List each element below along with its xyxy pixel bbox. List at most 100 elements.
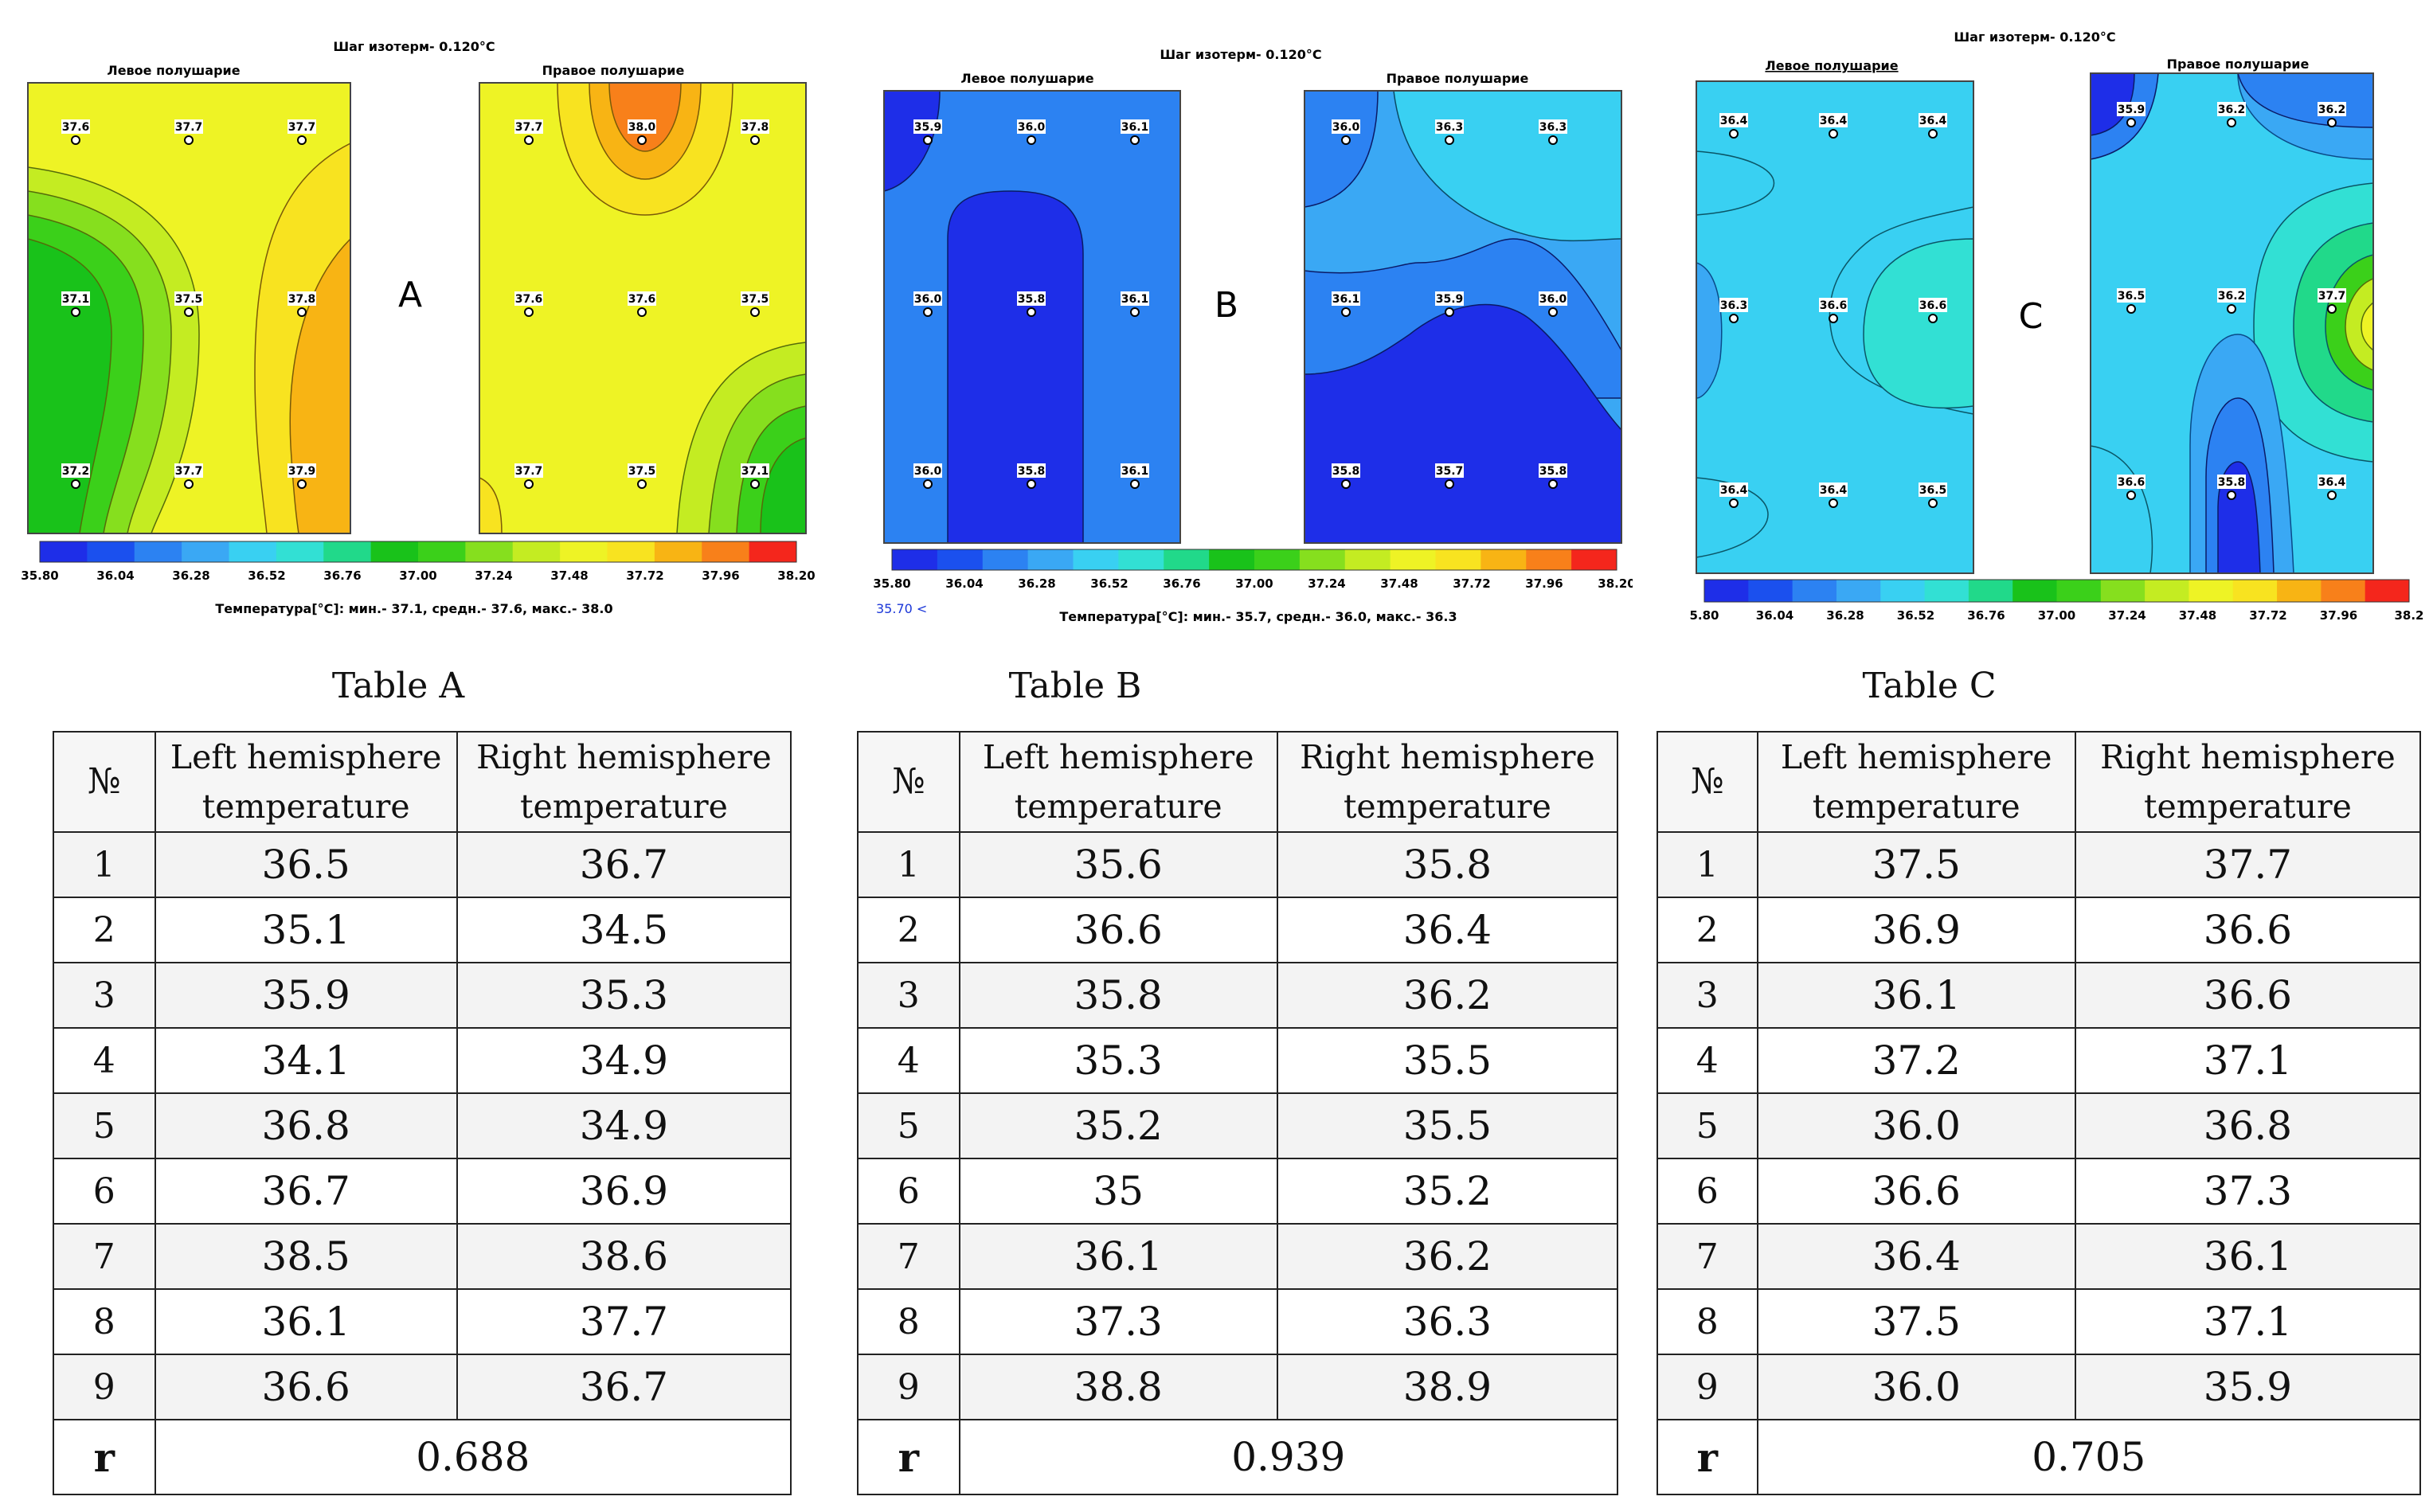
point-value: 36.1 <box>1332 293 1360 306</box>
scale-swatch <box>2321 580 2366 602</box>
correlation-label: r <box>1657 1419 1758 1495</box>
right-temperature: 34.9 <box>456 1027 792 1094</box>
scale-swatch <box>1924 580 1969 602</box>
scale-tick-label: 36.04 <box>1756 608 1793 623</box>
col-number-header: № <box>1657 731 1758 833</box>
point-value: 36.5 <box>1919 484 1947 497</box>
col-right-header: Right hemisphere temperature <box>456 731 792 833</box>
correlation-value: 0.939 <box>958 1419 1619 1495</box>
measure-point: 38.0 <box>628 119 656 145</box>
correlation-label: r <box>857 1419 960 1495</box>
point-value: 38.0 <box>628 121 656 134</box>
measure-point: 36.3 <box>1719 298 1748 323</box>
scale-tick-label: 37.72 <box>2249 608 2286 623</box>
point-value: 37.5 <box>175 293 203 306</box>
point-value: 36.0 <box>1018 121 1046 134</box>
point-marker-icon <box>1445 479 1454 489</box>
point-marker-icon <box>297 479 307 489</box>
scale-tick-label: 35.80 <box>21 568 58 583</box>
point-value: 35.7 <box>1436 465 1464 478</box>
correlation-label: r <box>53 1419 156 1495</box>
measure-point: 36.5 <box>2117 288 2145 314</box>
measure-point: 36.1 <box>1121 119 1149 145</box>
right-temperature: 35.3 <box>456 962 792 1029</box>
right-temperature: 36.3 <box>1276 1288 1619 1355</box>
left-temperature: 37.2 <box>1756 1027 2076 1094</box>
point-value: 37.1 <box>62 293 90 306</box>
row-number: 1 <box>857 831 960 898</box>
measure-point: 35.9 <box>913 119 942 145</box>
scale-tick-label: 36.52 <box>1090 576 1128 591</box>
point-marker-icon <box>71 307 80 317</box>
left-temperature: 36.0 <box>1756 1354 2076 1420</box>
scale-tick-label: 36.04 <box>945 576 983 591</box>
point-value: 37.8 <box>288 293 316 306</box>
measure-point: 37.6 <box>61 119 90 145</box>
point-value: 35.8 <box>1018 465 1046 478</box>
scale-swatch <box>1118 549 1164 570</box>
point-marker-icon <box>1829 314 1838 323</box>
table-row: 1 37.5 37.7 <box>1657 831 2422 898</box>
table-row: 1 35.6 35.8 <box>857 831 1619 898</box>
table-row: 2 35.1 34.5 <box>53 897 792 963</box>
row-number: 7 <box>53 1223 156 1290</box>
measure-point: 36.1 <box>1121 291 1149 317</box>
measure-point: 35.8 <box>2217 475 2246 500</box>
measure-point: 37.8 <box>741 119 769 145</box>
row-number: 2 <box>857 897 960 963</box>
measure-point: 36.6 <box>1919 298 1947 323</box>
right-temperature: 37.7 <box>2074 831 2422 898</box>
point-marker-icon <box>750 135 760 145</box>
scale-swatch <box>1299 549 1346 570</box>
left-temperature: 36.9 <box>1756 897 2076 963</box>
table-row: 2 36.9 36.6 <box>1657 897 2422 963</box>
col-left-header: Left hemisphere temperature <box>1756 731 2076 833</box>
measure-point: 36.0 <box>913 291 942 317</box>
scale-swatch <box>1027 549 1074 570</box>
right-temperature: 37.7 <box>456 1288 792 1355</box>
scale-tick-label: 37.48 <box>550 568 588 583</box>
right-temperature: 35.8 <box>1276 831 1619 898</box>
scale-swatch <box>1481 549 1527 570</box>
scale-frame <box>1703 579 2410 603</box>
point-marker-icon <box>71 479 80 489</box>
point-value: 35.9 <box>1436 293 1464 306</box>
scale-swatch <box>1073 549 1119 570</box>
point-value: 36.1 <box>1121 465 1149 478</box>
row-number: 6 <box>857 1158 960 1225</box>
left-temperature: 36.7 <box>154 1158 458 1225</box>
scale-swatch <box>1880 580 1926 602</box>
scale-tick-label: 5.80 <box>1689 608 1719 623</box>
thermogram-b: Шаг изотерм- 0.120°C Левое полушарие Пра… <box>873 47 1633 624</box>
right-temperature: 38.6 <box>456 1223 792 1290</box>
point-marker-icon <box>297 135 307 145</box>
left-temperature: 36.1 <box>154 1288 458 1355</box>
scale-tick-label: 36.28 <box>1826 608 1864 623</box>
measure-point: 37.5 <box>628 463 656 489</box>
left-hemisphere-map <box>28 83 350 533</box>
measure-point: 35.8 <box>1332 463 1360 489</box>
point-value: 36.4 <box>1820 484 1848 497</box>
table-caption: Table A <box>331 666 465 706</box>
point-value: 36.3 <box>1539 121 1567 134</box>
right-temperature: 36.2 <box>1276 962 1619 1029</box>
correlation-value: 0.688 <box>154 1419 792 1495</box>
scale-swatch <box>1968 580 2013 602</box>
point-marker-icon <box>637 307 647 317</box>
measure-point: 36.6 <box>1819 298 1848 323</box>
point-value: 36.4 <box>1820 115 1848 127</box>
point-marker-icon <box>1130 135 1140 145</box>
point-value: 37.2 <box>62 465 90 478</box>
scale-swatch <box>1209 549 1255 570</box>
measure-point: 35.9 <box>1435 291 1464 317</box>
measure-point: 36.4 <box>1719 483 1748 508</box>
row-number: 2 <box>53 897 156 963</box>
point-marker-icon <box>1928 498 1938 508</box>
point-value: 36.4 <box>1919 115 1947 127</box>
left-temperature: 34.1 <box>154 1027 458 1094</box>
row-number: 4 <box>1657 1027 1758 1094</box>
row-number: 7 <box>1657 1223 1758 1290</box>
left-temperature: 35 <box>958 1158 1278 1225</box>
measure-point: 36.4 <box>1819 113 1848 139</box>
scale-swatch <box>2056 580 2102 602</box>
